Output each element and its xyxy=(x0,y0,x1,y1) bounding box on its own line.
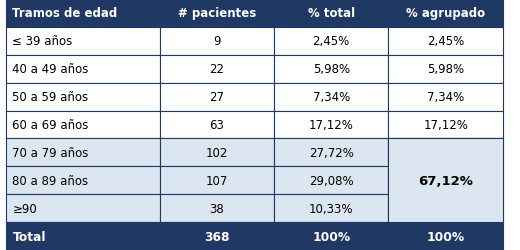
Bar xyxy=(160,28,274,56)
Text: 22: 22 xyxy=(210,63,224,76)
Text: 70 a 79 años: 70 a 79 años xyxy=(12,146,89,159)
Text: 102: 102 xyxy=(205,146,228,159)
Text: 29,08%: 29,08% xyxy=(309,174,354,187)
Bar xyxy=(274,111,388,139)
Bar xyxy=(160,56,274,83)
Text: 5,98%: 5,98% xyxy=(427,63,464,76)
Bar xyxy=(6,167,160,194)
Bar xyxy=(388,56,503,83)
Text: 67,12%: 67,12% xyxy=(418,174,473,187)
Text: % total: % total xyxy=(308,8,355,20)
Text: 80 a 89 años: 80 a 89 años xyxy=(12,174,88,187)
Bar xyxy=(274,139,388,167)
Bar xyxy=(388,139,503,167)
Text: 2,45%: 2,45% xyxy=(313,35,350,48)
Text: 17,12%: 17,12% xyxy=(309,118,354,132)
Text: 100%: 100% xyxy=(312,230,350,242)
Text: 27: 27 xyxy=(210,91,224,104)
Bar xyxy=(160,139,274,167)
Text: 63: 63 xyxy=(210,118,224,132)
Text: 5,98%: 5,98% xyxy=(313,63,350,76)
Bar xyxy=(388,167,503,194)
Bar xyxy=(160,0,274,28)
Text: 40 a 49 años: 40 a 49 años xyxy=(12,63,89,76)
Bar xyxy=(6,28,160,56)
Bar xyxy=(160,194,274,222)
Bar xyxy=(6,139,160,167)
Bar xyxy=(6,56,160,83)
Bar xyxy=(6,83,160,111)
Text: 7,34%: 7,34% xyxy=(313,91,350,104)
Text: 17,12%: 17,12% xyxy=(423,118,468,132)
Text: 368: 368 xyxy=(204,230,230,242)
Text: 60 a 69 años: 60 a 69 años xyxy=(12,118,89,132)
Bar xyxy=(160,222,274,250)
Bar xyxy=(388,194,503,222)
Text: 10,33%: 10,33% xyxy=(309,202,354,215)
Text: 107: 107 xyxy=(205,174,228,187)
Bar xyxy=(6,0,160,28)
Text: 7,34%: 7,34% xyxy=(427,91,464,104)
Bar xyxy=(274,0,388,28)
Bar xyxy=(388,111,503,139)
Bar xyxy=(274,56,388,83)
Text: 50 a 59 años: 50 a 59 años xyxy=(12,91,88,104)
Text: 9: 9 xyxy=(213,35,220,48)
Bar xyxy=(388,139,503,222)
Bar xyxy=(274,28,388,56)
Bar xyxy=(160,83,274,111)
Text: 27,72%: 27,72% xyxy=(309,146,354,159)
Bar xyxy=(6,222,160,250)
Text: 2,45%: 2,45% xyxy=(427,35,464,48)
Bar xyxy=(388,0,503,28)
Bar xyxy=(274,167,388,194)
Bar xyxy=(6,194,160,222)
Text: 38: 38 xyxy=(210,202,224,215)
Text: % agrupado: % agrupado xyxy=(406,8,485,20)
Bar xyxy=(388,28,503,56)
Text: Tramos de edad: Tramos de edad xyxy=(12,8,118,20)
Text: ≥90: ≥90 xyxy=(12,202,37,215)
Text: ≤ 39 años: ≤ 39 años xyxy=(12,35,73,48)
Bar xyxy=(274,222,388,250)
Bar xyxy=(274,83,388,111)
Text: 100%: 100% xyxy=(426,230,465,242)
Text: # pacientes: # pacientes xyxy=(178,8,256,20)
Bar xyxy=(388,83,503,111)
Bar xyxy=(160,167,274,194)
Bar xyxy=(160,111,274,139)
Bar xyxy=(6,111,160,139)
Text: Total: Total xyxy=(12,230,46,242)
Bar xyxy=(274,194,388,222)
Bar xyxy=(388,222,503,250)
